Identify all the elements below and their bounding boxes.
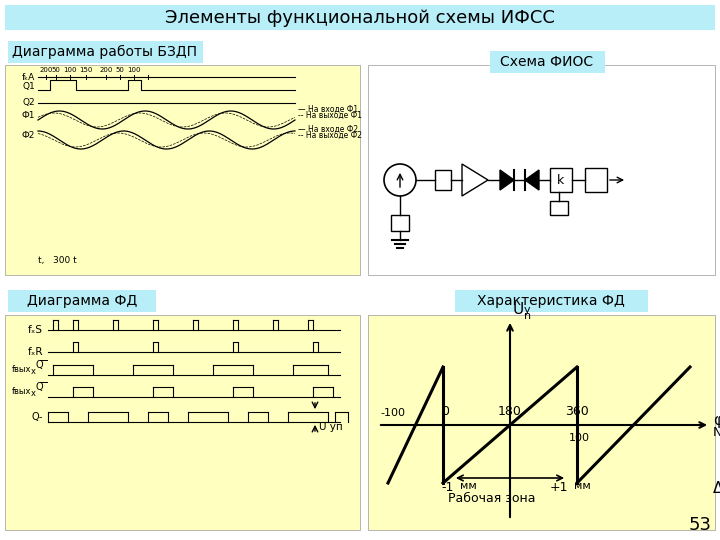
Text: Диаграмма ФД: Диаграмма ФД [27,294,137,308]
Text: 53: 53 [688,516,711,534]
Text: Элементы функциональной схемы ИФСС: Элементы функциональной схемы ИФСС [165,9,555,27]
Bar [368,315,715,530]
Text: U: U [513,302,524,317]
Text: -100: -100 [380,408,405,418]
Bar [455,290,648,312]
Text: U уп: U уп [319,422,343,432]
Text: Ф1: Ф1 [22,111,35,120]
Bar [435,170,451,190]
Text: -1: -1 [442,481,454,494]
Bar [8,290,156,312]
Text: Q-: Q- [32,412,43,422]
Text: fвых: fвых [12,366,31,375]
Text: 200: 200 [99,67,113,73]
Text: Δ: Δ [713,481,720,496]
Bar [391,215,409,231]
Text: мм: мм [459,481,477,491]
Text: 50: 50 [116,67,125,73]
Text: 100: 100 [127,67,140,73]
Text: N: N [713,427,720,440]
Text: 200: 200 [40,67,53,73]
Text: t,   300 t: t, 300 t [38,256,77,265]
Polygon shape [500,170,514,190]
Text: Q1: Q1 [22,82,35,91]
Bar [550,201,568,215]
Text: 100: 100 [63,67,77,73]
Text: 0: 0 [441,405,449,418]
Text: fₓS: fₓS [28,325,43,335]
Text: -- На выходе Ф1: -- На выходе Ф1 [298,111,362,119]
Text: — На входе Ф1: — На входе Ф1 [298,105,358,113]
Text: 180: 180 [498,405,522,418]
Text: -- На выходе Ф2: -- На выходе Ф2 [298,131,362,139]
Text: φ: φ [713,414,720,429]
Bar [490,51,605,73]
Text: fₖA: fₖA [22,72,35,82]
Text: 360: 360 [565,405,589,418]
Text: Q: Q [35,360,43,370]
Text: Рабочая зона: Рабочая зона [448,491,536,504]
Text: 100: 100 [569,433,590,443]
Text: 150: 150 [79,67,93,73]
Text: Диаграмма работы БЗДП: Диаграмма работы БЗДП [12,45,197,59]
Text: k: k [557,173,564,186]
Text: Схема ФИОС: Схема ФИОС [500,55,593,69]
Text: мм: мм [574,481,590,491]
Text: fвых: fвых [12,388,31,396]
Bar [550,168,572,192]
Text: Q: Q [35,382,43,392]
Text: 50: 50 [52,67,60,73]
Bar [368,65,715,275]
Polygon shape [525,170,539,190]
Text: Характеристика ФД: Характеристика ФД [477,294,625,308]
Text: — На входе Ф2: — На входе Ф2 [298,125,358,133]
Text: x: x [31,368,36,376]
Bar [585,168,607,192]
Text: +1: +1 [550,481,568,494]
Text: Q2: Q2 [22,98,35,107]
Bar [5,315,360,530]
Text: x: x [31,389,36,399]
Text: fₓR: fₓR [27,347,43,357]
Bar [5,65,360,275]
Bar [8,41,203,63]
Bar [5,5,715,30]
Text: Ф2: Ф2 [22,132,35,140]
Text: n: n [524,311,531,321]
Text: y: y [524,305,531,315]
